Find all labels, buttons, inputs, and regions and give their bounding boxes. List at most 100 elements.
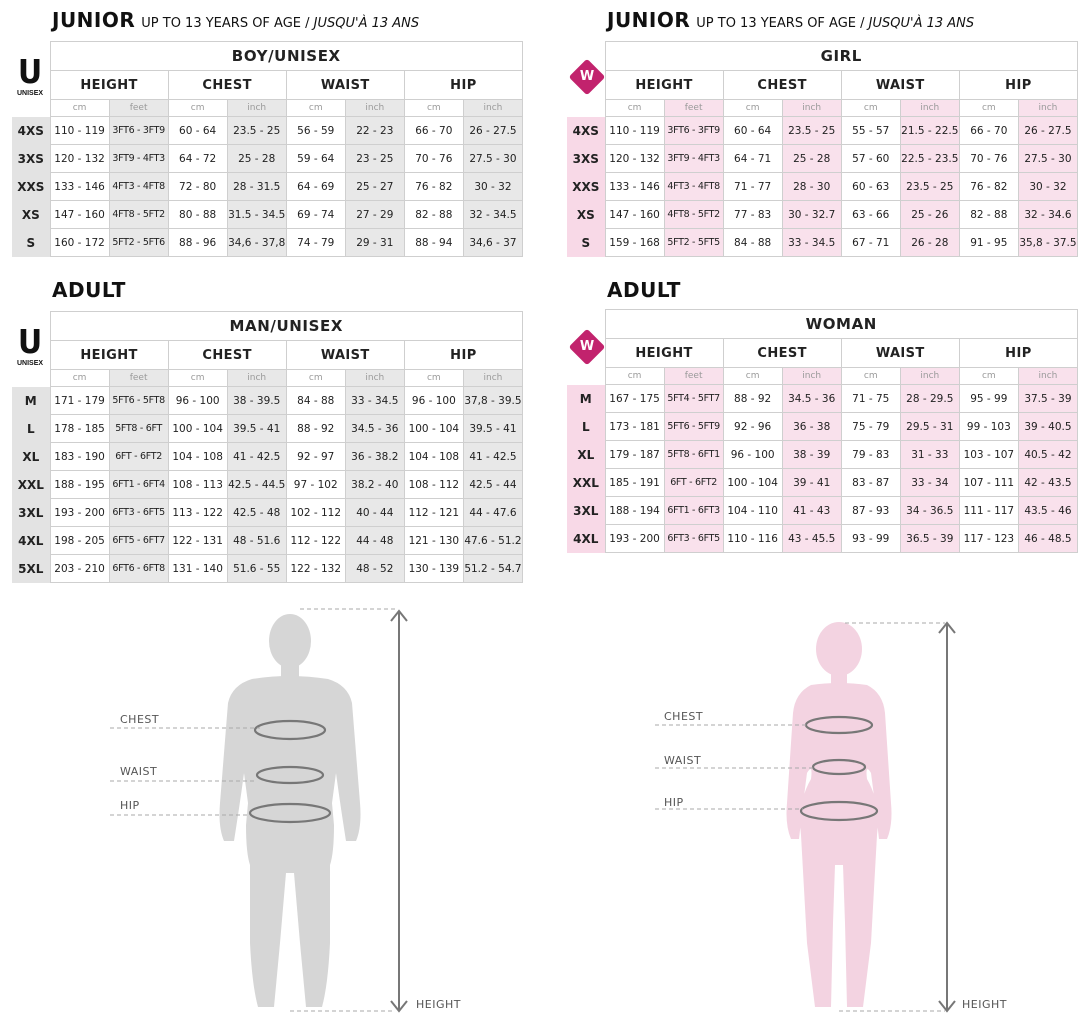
table-row: 4XL 193 - 200 6FT3 - 6FT5 110 - 116 43 - 45.… bbox=[567, 524, 1079, 553]
measurement-cell: 82 - 88 bbox=[403, 200, 464, 229]
measurement-cell: 147 - 160 bbox=[604, 200, 665, 229]
measurement-cell: 104 - 108 bbox=[167, 442, 228, 471]
measurement-cell: 88 - 92 bbox=[722, 384, 783, 413]
measurement-cell: 76 - 82 bbox=[403, 172, 464, 201]
measurement-cell: 44 - 47.6 bbox=[462, 498, 524, 527]
measurement-cell: 39 - 40.5 bbox=[1017, 412, 1079, 441]
measurement-cell: 188 - 194 bbox=[604, 496, 665, 525]
size-label: XS bbox=[567, 200, 606, 229]
measurement-cell: 3FT6 - 3FT9 bbox=[663, 116, 724, 145]
measurement-cell: 44 - 48 bbox=[344, 526, 405, 555]
table-row: 5XL 203 - 210 6FT6 - 6FT8 131 - 140 51.6 - 5… bbox=[12, 554, 524, 583]
measurement-cell: 110 - 116 bbox=[722, 524, 783, 553]
column-group-height: HEIGHT bbox=[49, 70, 169, 100]
measurement-cell: 41 - 43 bbox=[781, 496, 842, 525]
measurement-cell: 26 - 27.5 bbox=[462, 116, 524, 145]
male-silhouette bbox=[219, 614, 361, 1007]
measurement-cell: 108 - 113 bbox=[167, 470, 228, 499]
table-row: 3XS 120 - 132 3FT9 - 4FT3 64 - 72 25 - 28 59 … bbox=[12, 144, 524, 173]
unit-label: inch bbox=[226, 99, 287, 117]
female-hip-label: HIP bbox=[664, 796, 684, 809]
measurement-cell: 41 - 42.5 bbox=[462, 442, 524, 471]
measurement-cell: 29 - 31 bbox=[344, 228, 405, 257]
measurement-cell: 59 - 64 bbox=[285, 144, 346, 173]
measurement-cell: 28 - 30 bbox=[781, 172, 842, 201]
measurement-cell: 179 - 187 bbox=[604, 440, 665, 469]
measurement-cell: 46 - 48.5 bbox=[1017, 524, 1079, 553]
unit-label: cm bbox=[403, 369, 464, 387]
measurement-cell: 104 - 108 bbox=[403, 442, 464, 471]
unit-label: cm bbox=[49, 369, 110, 387]
column-group-waist: WAIST bbox=[285, 70, 405, 100]
measurement-cell: 96 - 100 bbox=[722, 440, 783, 469]
measurement-cell: 77 - 83 bbox=[722, 200, 783, 229]
table-row: 4XS 110 - 119 3FT6 - 3FT9 60 - 64 23.5 - 25 5… bbox=[567, 116, 1079, 145]
measurement-cell: 43 - 45.5 bbox=[781, 524, 842, 553]
table-row: XXL 188 - 195 6FT1 - 6FT4 108 - 113 42.5 - 4… bbox=[12, 470, 524, 499]
measurement-cell: 203 - 210 bbox=[49, 554, 110, 583]
measurement-cell: 64 - 72 bbox=[167, 144, 228, 173]
measurement-cell: 25 - 28 bbox=[226, 144, 287, 173]
junior-heading-left: JUNIOR UP TO 13 YEARS OF AGE / JUSQU'À 13… bbox=[52, 8, 419, 32]
measurement-cell: 112 - 121 bbox=[403, 498, 464, 527]
measurement-cell: 4FT8 - 5FT2 bbox=[108, 200, 169, 229]
measurement-cell: 36.5 - 39 bbox=[899, 524, 960, 553]
measurement-cell: 100 - 104 bbox=[722, 468, 783, 497]
measurement-cell: 100 - 104 bbox=[167, 414, 228, 443]
measurement-cell: 104 - 110 bbox=[722, 496, 783, 525]
unit-label: feet bbox=[108, 369, 169, 387]
size-label: XXS bbox=[12, 172, 51, 201]
measurement-cell: 43.5 - 46 bbox=[1017, 496, 1079, 525]
measurement-cell: 108 - 112 bbox=[403, 470, 464, 499]
unit-label: feet bbox=[663, 367, 724, 385]
unit-label: inch bbox=[899, 367, 960, 385]
size-label: 4XS bbox=[567, 116, 606, 145]
male-hip-label: HIP bbox=[120, 799, 140, 812]
measurement-cell: 91 - 95 bbox=[958, 228, 1019, 257]
measurement-cell: 120 - 132 bbox=[604, 144, 665, 173]
measurement-cell: 96 - 100 bbox=[403, 386, 464, 415]
table-title: WOMAN bbox=[604, 309, 1079, 339]
column-group-height: HEIGHT bbox=[604, 338, 724, 368]
unit-label: inch bbox=[1017, 99, 1079, 117]
table-row: XL 179 - 187 5FT8 - 6FT1 96 - 100 38 - 39 79 … bbox=[567, 440, 1079, 469]
size-label: L bbox=[12, 414, 51, 443]
male-guide-lines bbox=[110, 608, 395, 1012]
adult-heading-left: ADULT bbox=[52, 278, 126, 302]
measurement-cell: 51.6 - 55 bbox=[226, 554, 287, 583]
measurement-cell: 110 - 119 bbox=[49, 116, 110, 145]
unit-label: inch bbox=[781, 99, 842, 117]
column-group-chest: CHEST bbox=[167, 70, 287, 100]
female-measurement-figure bbox=[655, 621, 956, 1013]
corner-blank bbox=[567, 339, 605, 368]
corner-blank bbox=[567, 310, 605, 339]
table-row: S 159 - 168 5FT2 - 5FT5 84 - 88 33 - 34.5 67 … bbox=[567, 228, 1079, 257]
measurement-cell: 6FT - 6FT2 bbox=[108, 442, 169, 471]
measurement-cell: 183 - 190 bbox=[49, 442, 110, 471]
measurement-cell: 66 - 70 bbox=[403, 116, 464, 145]
table-row: 3XL 193 - 200 6FT3 - 6FT5 113 - 122 42.5 - 4… bbox=[12, 498, 524, 527]
column-group-hip: HIP bbox=[958, 338, 1079, 368]
unit-label: cm bbox=[722, 99, 783, 117]
measurement-cell: 5FT4 - 5FT7 bbox=[663, 384, 724, 413]
size-label: 3XL bbox=[567, 496, 606, 525]
measurement-cell: 55 - 57 bbox=[840, 116, 901, 145]
measurement-cell: 121 - 130 bbox=[403, 526, 464, 555]
measurement-cell: 31.5 - 34.5 bbox=[226, 200, 287, 229]
junior-title: JUNIOR bbox=[607, 8, 691, 32]
measurement-cell: 71 - 75 bbox=[840, 384, 901, 413]
corner-blank bbox=[12, 312, 50, 341]
measurement-cell: 74 - 79 bbox=[285, 228, 346, 257]
corner-blank bbox=[12, 341, 50, 370]
unit-label: cm bbox=[604, 367, 665, 385]
unit-label: cm bbox=[167, 99, 228, 117]
measurement-cell: 5FT2 - 5FT6 bbox=[108, 228, 169, 257]
subtitle-text: UP TO 13 YEARS OF AGE / bbox=[141, 16, 314, 31]
measurement-cell: 88 - 96 bbox=[167, 228, 228, 257]
measurement-cell: 32 - 34.5 bbox=[462, 200, 524, 229]
measurement-cell: 193 - 200 bbox=[604, 524, 665, 553]
measurement-cell: 5FT8 - 6FT bbox=[108, 414, 169, 443]
size-label: XS bbox=[12, 200, 51, 229]
corner-blank bbox=[12, 71, 50, 100]
measurement-cell: 63 - 66 bbox=[840, 200, 901, 229]
